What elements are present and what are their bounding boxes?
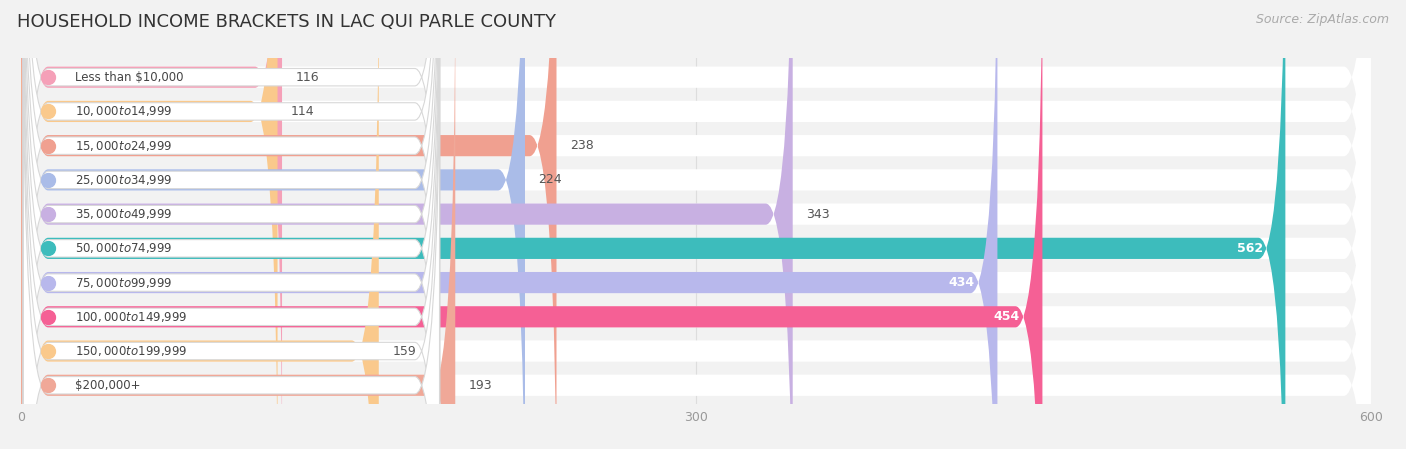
FancyBboxPatch shape (21, 0, 793, 449)
FancyBboxPatch shape (24, 0, 440, 449)
FancyBboxPatch shape (21, 0, 1371, 449)
Text: 343: 343 (806, 207, 830, 220)
Text: $10,000 to $14,999: $10,000 to $14,999 (75, 105, 173, 119)
FancyBboxPatch shape (24, 18, 440, 449)
Text: Source: ZipAtlas.com: Source: ZipAtlas.com (1256, 13, 1389, 26)
FancyBboxPatch shape (21, 0, 378, 449)
FancyBboxPatch shape (21, 0, 277, 449)
Text: 238: 238 (569, 139, 593, 152)
FancyBboxPatch shape (21, 0, 1042, 449)
Text: 114: 114 (291, 105, 315, 118)
Text: 193: 193 (468, 379, 492, 392)
Text: $75,000 to $99,999: $75,000 to $99,999 (75, 276, 173, 290)
FancyBboxPatch shape (24, 0, 440, 449)
Text: 454: 454 (994, 310, 1019, 323)
Text: Less than $10,000: Less than $10,000 (75, 70, 184, 84)
Text: $150,000 to $199,999: $150,000 to $199,999 (75, 344, 187, 358)
FancyBboxPatch shape (24, 0, 440, 449)
FancyBboxPatch shape (24, 0, 440, 445)
FancyBboxPatch shape (21, 0, 1371, 449)
FancyBboxPatch shape (21, 0, 1371, 449)
FancyBboxPatch shape (21, 0, 1371, 449)
FancyBboxPatch shape (24, 0, 440, 449)
FancyBboxPatch shape (21, 0, 1371, 449)
FancyBboxPatch shape (21, 0, 1371, 449)
Text: $35,000 to $49,999: $35,000 to $49,999 (75, 207, 173, 221)
FancyBboxPatch shape (24, 0, 440, 449)
Text: $15,000 to $24,999: $15,000 to $24,999 (75, 139, 173, 153)
Text: 116: 116 (295, 70, 319, 84)
Text: 434: 434 (949, 276, 974, 289)
FancyBboxPatch shape (21, 0, 524, 449)
FancyBboxPatch shape (21, 0, 456, 449)
Text: HOUSEHOLD INCOME BRACKETS IN LAC QUI PARLE COUNTY: HOUSEHOLD INCOME BRACKETS IN LAC QUI PAR… (17, 13, 555, 31)
FancyBboxPatch shape (21, 0, 1371, 449)
FancyBboxPatch shape (21, 0, 1371, 449)
Text: 224: 224 (538, 173, 562, 186)
FancyBboxPatch shape (24, 0, 440, 449)
FancyBboxPatch shape (21, 0, 997, 449)
FancyBboxPatch shape (24, 0, 440, 449)
FancyBboxPatch shape (21, 0, 1371, 449)
FancyBboxPatch shape (24, 0, 440, 449)
Text: $25,000 to $34,999: $25,000 to $34,999 (75, 173, 173, 187)
Text: $50,000 to $74,999: $50,000 to $74,999 (75, 242, 173, 255)
Text: 159: 159 (392, 344, 416, 357)
Text: $200,000+: $200,000+ (75, 379, 141, 392)
FancyBboxPatch shape (21, 0, 1371, 449)
Text: $100,000 to $149,999: $100,000 to $149,999 (75, 310, 187, 324)
FancyBboxPatch shape (21, 0, 1285, 449)
FancyBboxPatch shape (21, 0, 283, 449)
Text: 562: 562 (1237, 242, 1263, 255)
FancyBboxPatch shape (21, 0, 557, 449)
